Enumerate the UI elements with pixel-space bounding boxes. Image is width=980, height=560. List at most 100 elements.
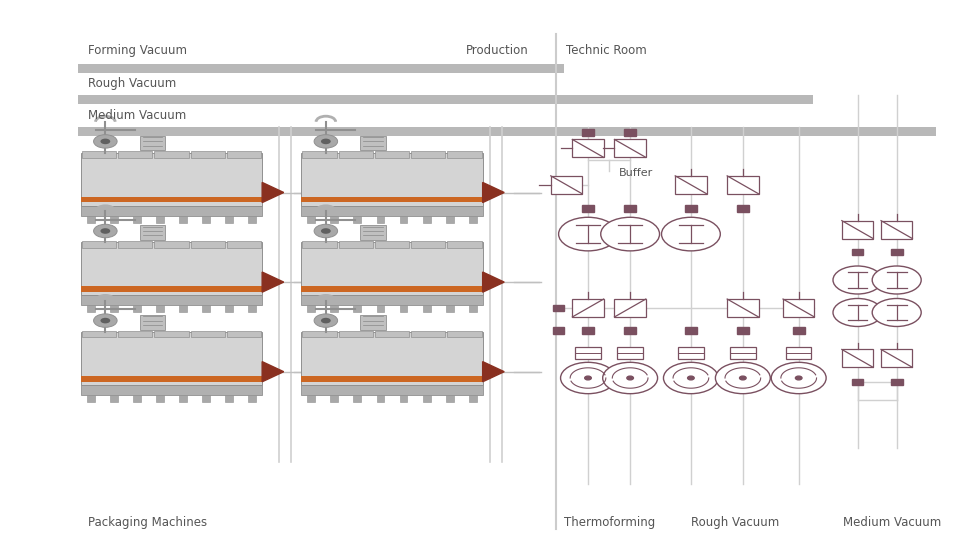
Bar [400, 395, 408, 402]
Bar [842, 349, 873, 367]
Bar [852, 379, 863, 385]
Bar [624, 129, 636, 136]
Bar [737, 327, 749, 334]
Bar [179, 216, 187, 223]
Bar [737, 205, 749, 212]
Bar [842, 221, 873, 239]
Bar [376, 395, 384, 402]
Bar [190, 241, 225, 248]
Bar [881, 221, 912, 239]
Bar [190, 152, 225, 158]
Bar [624, 205, 636, 212]
Bar [80, 287, 262, 292]
Bar [154, 331, 188, 338]
Bar [225, 395, 233, 402]
Bar [685, 205, 697, 212]
Bar [202, 395, 210, 402]
Bar [400, 306, 408, 312]
Bar [354, 216, 362, 223]
Bar [617, 347, 643, 359]
Bar [139, 136, 165, 151]
Bar [786, 347, 811, 359]
Bar [783, 299, 814, 317]
Polygon shape [262, 272, 284, 292]
Bar [302, 287, 482, 292]
Bar [727, 176, 759, 194]
Bar [81, 331, 116, 338]
Bar [852, 249, 863, 255]
Bar [572, 299, 604, 317]
Bar [308, 395, 316, 402]
Circle shape [740, 376, 746, 380]
Circle shape [321, 138, 331, 144]
Bar [582, 129, 594, 136]
Bar [154, 241, 188, 248]
Bar [80, 296, 262, 306]
Bar [361, 136, 386, 151]
Bar [80, 385, 262, 395]
Bar [78, 127, 936, 136]
Bar [572, 139, 604, 157]
Bar [468, 216, 477, 223]
Bar [374, 331, 409, 338]
Text: Technic Room: Technic Room [566, 44, 647, 57]
Circle shape [559, 217, 617, 251]
Bar [302, 152, 337, 158]
Bar [575, 347, 601, 359]
Circle shape [561, 362, 615, 394]
Bar [354, 395, 362, 402]
Bar [302, 332, 482, 385]
Circle shape [321, 228, 331, 234]
Bar [412, 152, 445, 158]
Bar [553, 305, 564, 311]
Bar [202, 306, 210, 312]
Polygon shape [483, 272, 505, 292]
Bar [110, 306, 118, 312]
Bar [133, 216, 141, 223]
Bar [551, 176, 582, 194]
Bar [202, 216, 210, 223]
Bar [891, 379, 903, 385]
Text: Packaging Machines: Packaging Machines [88, 516, 208, 529]
Circle shape [315, 135, 337, 148]
Bar [226, 331, 261, 338]
Bar [553, 327, 564, 334]
Polygon shape [262, 362, 284, 382]
Bar [881, 349, 912, 367]
Text: Rough Vacuum: Rough Vacuum [691, 516, 779, 529]
Circle shape [627, 376, 633, 380]
Bar [374, 241, 409, 248]
Circle shape [93, 225, 117, 238]
Bar [226, 241, 261, 248]
Circle shape [872, 298, 921, 326]
Bar [139, 315, 165, 330]
Text: Medium Vacuum: Medium Vacuum [88, 109, 186, 122]
Text: Production: Production [466, 44, 528, 57]
Bar [118, 152, 153, 158]
Bar [330, 306, 338, 312]
Bar [675, 176, 707, 194]
Circle shape [715, 362, 770, 394]
Bar [80, 197, 262, 203]
Bar [133, 306, 141, 312]
Bar [248, 216, 256, 223]
Bar [302, 197, 482, 203]
Text: Forming Vacuum: Forming Vacuum [88, 44, 187, 57]
Bar [110, 216, 118, 223]
Bar [446, 306, 454, 312]
Circle shape [601, 217, 660, 251]
Bar [376, 216, 384, 223]
Bar [302, 153, 482, 206]
Bar [727, 299, 759, 317]
Bar [302, 331, 337, 338]
Bar [468, 395, 477, 402]
Circle shape [100, 138, 110, 144]
Bar [339, 241, 372, 248]
Bar [302, 296, 482, 306]
Bar [118, 331, 153, 338]
Bar [447, 152, 482, 158]
Text: Medium Vacuum: Medium Vacuum [843, 516, 941, 529]
Bar [248, 306, 256, 312]
Bar [110, 395, 118, 402]
Circle shape [833, 298, 882, 326]
